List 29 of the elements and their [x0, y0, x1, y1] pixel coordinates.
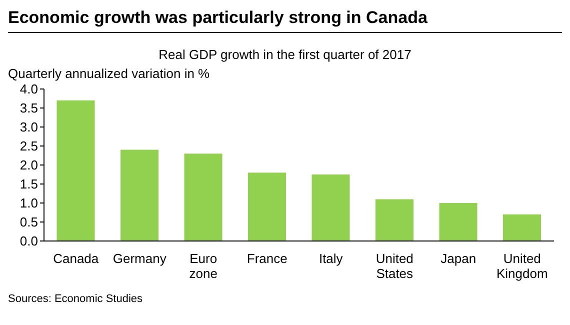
y-tick-label: 1.5 [20, 176, 38, 192]
bar [439, 203, 478, 241]
x-tick-label: Germany [112, 251, 167, 266]
x-tick-label: Italy [318, 251, 344, 266]
bar [184, 154, 222, 241]
x-tick-label: Canada [53, 251, 100, 266]
source-note: Sources: Economic Studies [8, 293, 144, 305]
y-tick-label: 1.0 [20, 196, 38, 211]
x-tick-label: Euro zone [189, 251, 218, 281]
x-tick-label: United Kingdom [496, 251, 548, 281]
bar [56, 100, 95, 241]
y-tick-label: 2.5 [20, 138, 38, 154]
y-axis-title: Quarterly annualized variation in % [8, 66, 211, 81]
bar [248, 172, 286, 241]
bar [120, 150, 158, 241]
y-tick-label: 2.0 [20, 158, 38, 173]
chart-title: Economic growth was particularly strong in Canada [8, 8, 562, 33]
chart-subtitle: Real GDP growth in the first quarter of 2017 [158, 47, 412, 62]
x-tick-label: Japan [440, 251, 476, 266]
y-tick-label: 0.5 [20, 214, 38, 230]
x-tick-label: United States [376, 251, 414, 281]
y-tick-label: 4.0 [20, 82, 38, 97]
x-tick-label: France [246, 251, 288, 266]
bar [312, 174, 350, 241]
y-tick-label: 0.0 [20, 234, 38, 249]
y-tick-label: 3.5 [20, 100, 38, 116]
bar [376, 199, 414, 241]
y-tick-label: 3.0 [20, 120, 38, 135]
bar [503, 214, 541, 241]
